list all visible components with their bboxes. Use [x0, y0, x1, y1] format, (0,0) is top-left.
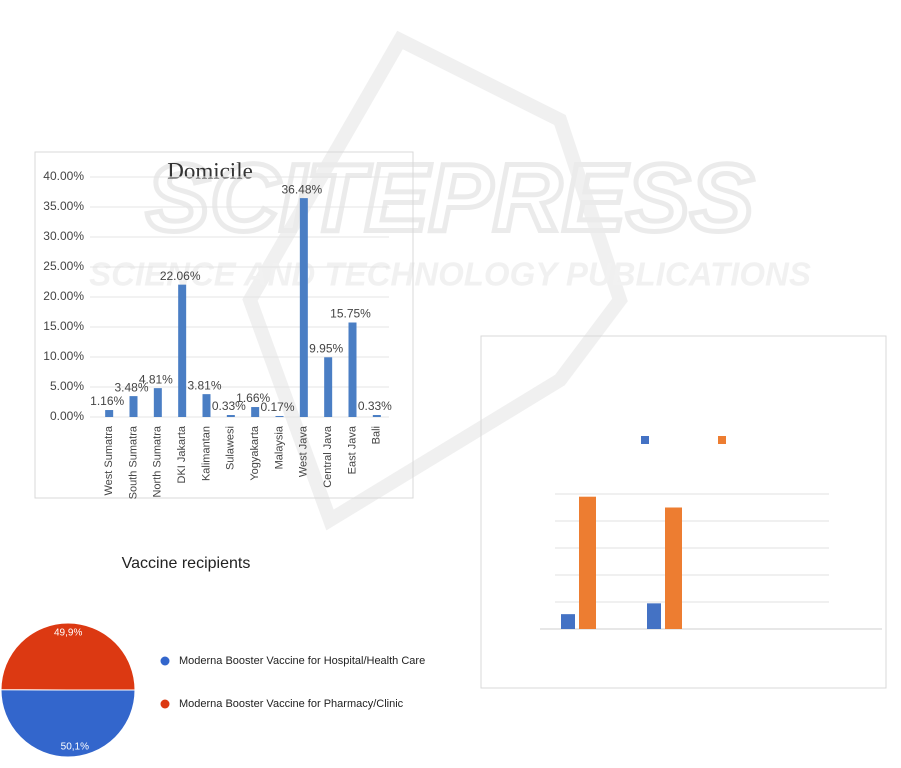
y-tick-label: 10.00%: [43, 349, 84, 363]
data-label: 4.81%: [139, 372, 173, 386]
pie-slice: [0, 622, 136, 691]
data-label: 1.66%: [236, 391, 270, 405]
x-tick-label: DKI Jakarta: [176, 425, 188, 483]
legend-label: Moderna Booster Vaccine for Hospital/Hea…: [179, 655, 425, 667]
data-label: 3.48%: [114, 380, 148, 394]
y-tick-label: 20.00%: [43, 289, 84, 303]
legend-label: Moderna Booster Vaccine for Pharmacy/Cli…: [179, 698, 404, 710]
bar: [129, 396, 138, 417]
bar: [202, 394, 211, 417]
watermark-subtitle: SCIENCE AND TECHNOLOGY PUBLICATIONS: [89, 256, 811, 293]
legend-marker: [641, 436, 649, 444]
x-tick-label: West Java: [298, 425, 310, 477]
chart-frame: [480, 335, 887, 689]
x-tick-label: Malaysia: [273, 425, 285, 469]
bar: [348, 322, 357, 417]
data-label: 1.16%: [90, 394, 124, 408]
legend-marker: [718, 436, 726, 444]
x-tick-label: South Sumatra: [127, 425, 139, 499]
bar: [579, 496, 596, 629]
bar: [299, 198, 308, 417]
bar: [324, 357, 333, 417]
x-tick-label: North Sumatra: [152, 425, 164, 497]
data-label: 36.48%: [281, 182, 322, 196]
x-tick-label: Kalimantan: [200, 426, 212, 481]
y-tick-label: 0.00%: [50, 409, 84, 423]
y-tick-label: 15.00%: [43, 319, 84, 333]
y-tick-label: 35.00%: [43, 199, 84, 213]
x-tick-label: Sulawesi: [225, 426, 237, 470]
chart-title: Vaccine recipients: [122, 555, 251, 572]
chart-title: Domicile: [167, 158, 253, 183]
pie-slice: [0, 689, 136, 758]
bar: [275, 415, 284, 417]
bar: [251, 407, 260, 417]
data-label: 49,9%: [54, 628, 82, 639]
x-tick-label: Bali: [371, 426, 383, 444]
bar: [226, 415, 235, 417]
y-tick-label: 25.00%: [43, 259, 84, 273]
data-label: 0.33%: [358, 399, 392, 413]
data-label: 15.75%: [330, 307, 371, 321]
watermark-title: SCITEPRESS: [146, 144, 754, 251]
bar: [153, 388, 162, 417]
y-tick-label: 30.00%: [43, 229, 84, 243]
x-tick-label: West Sumatra: [103, 425, 115, 495]
data-label: 0.33%: [212, 399, 246, 413]
y-tick-label: 40.00%: [43, 169, 84, 183]
y-tick-label: 5.00%: [50, 379, 84, 393]
bar: [561, 614, 575, 629]
bar: [178, 284, 187, 417]
bar: [372, 415, 381, 417]
data-label: 0.17%: [260, 400, 294, 414]
data-label: 3.81%: [187, 378, 221, 392]
data-label: 22.06%: [160, 269, 201, 283]
bar: [105, 410, 114, 417]
data-label: 9.95%: [309, 341, 343, 355]
bar: [665, 507, 682, 629]
chart-frame: [34, 151, 414, 499]
watermark-shape: [242, 30, 628, 531]
x-tick-label: Central Java: [322, 425, 334, 488]
legend-marker: [160, 656, 170, 666]
data-label: 50,1%: [61, 742, 89, 753]
x-tick-label: Yogyakarta: [249, 425, 261, 481]
legend-marker: [160, 699, 170, 709]
x-tick-label: East Java: [346, 425, 358, 474]
bar: [647, 603, 661, 629]
watermark: SCITEPRESS SCIENCE AND TECHNOLOGY PUBLIC…: [89, 30, 811, 531]
